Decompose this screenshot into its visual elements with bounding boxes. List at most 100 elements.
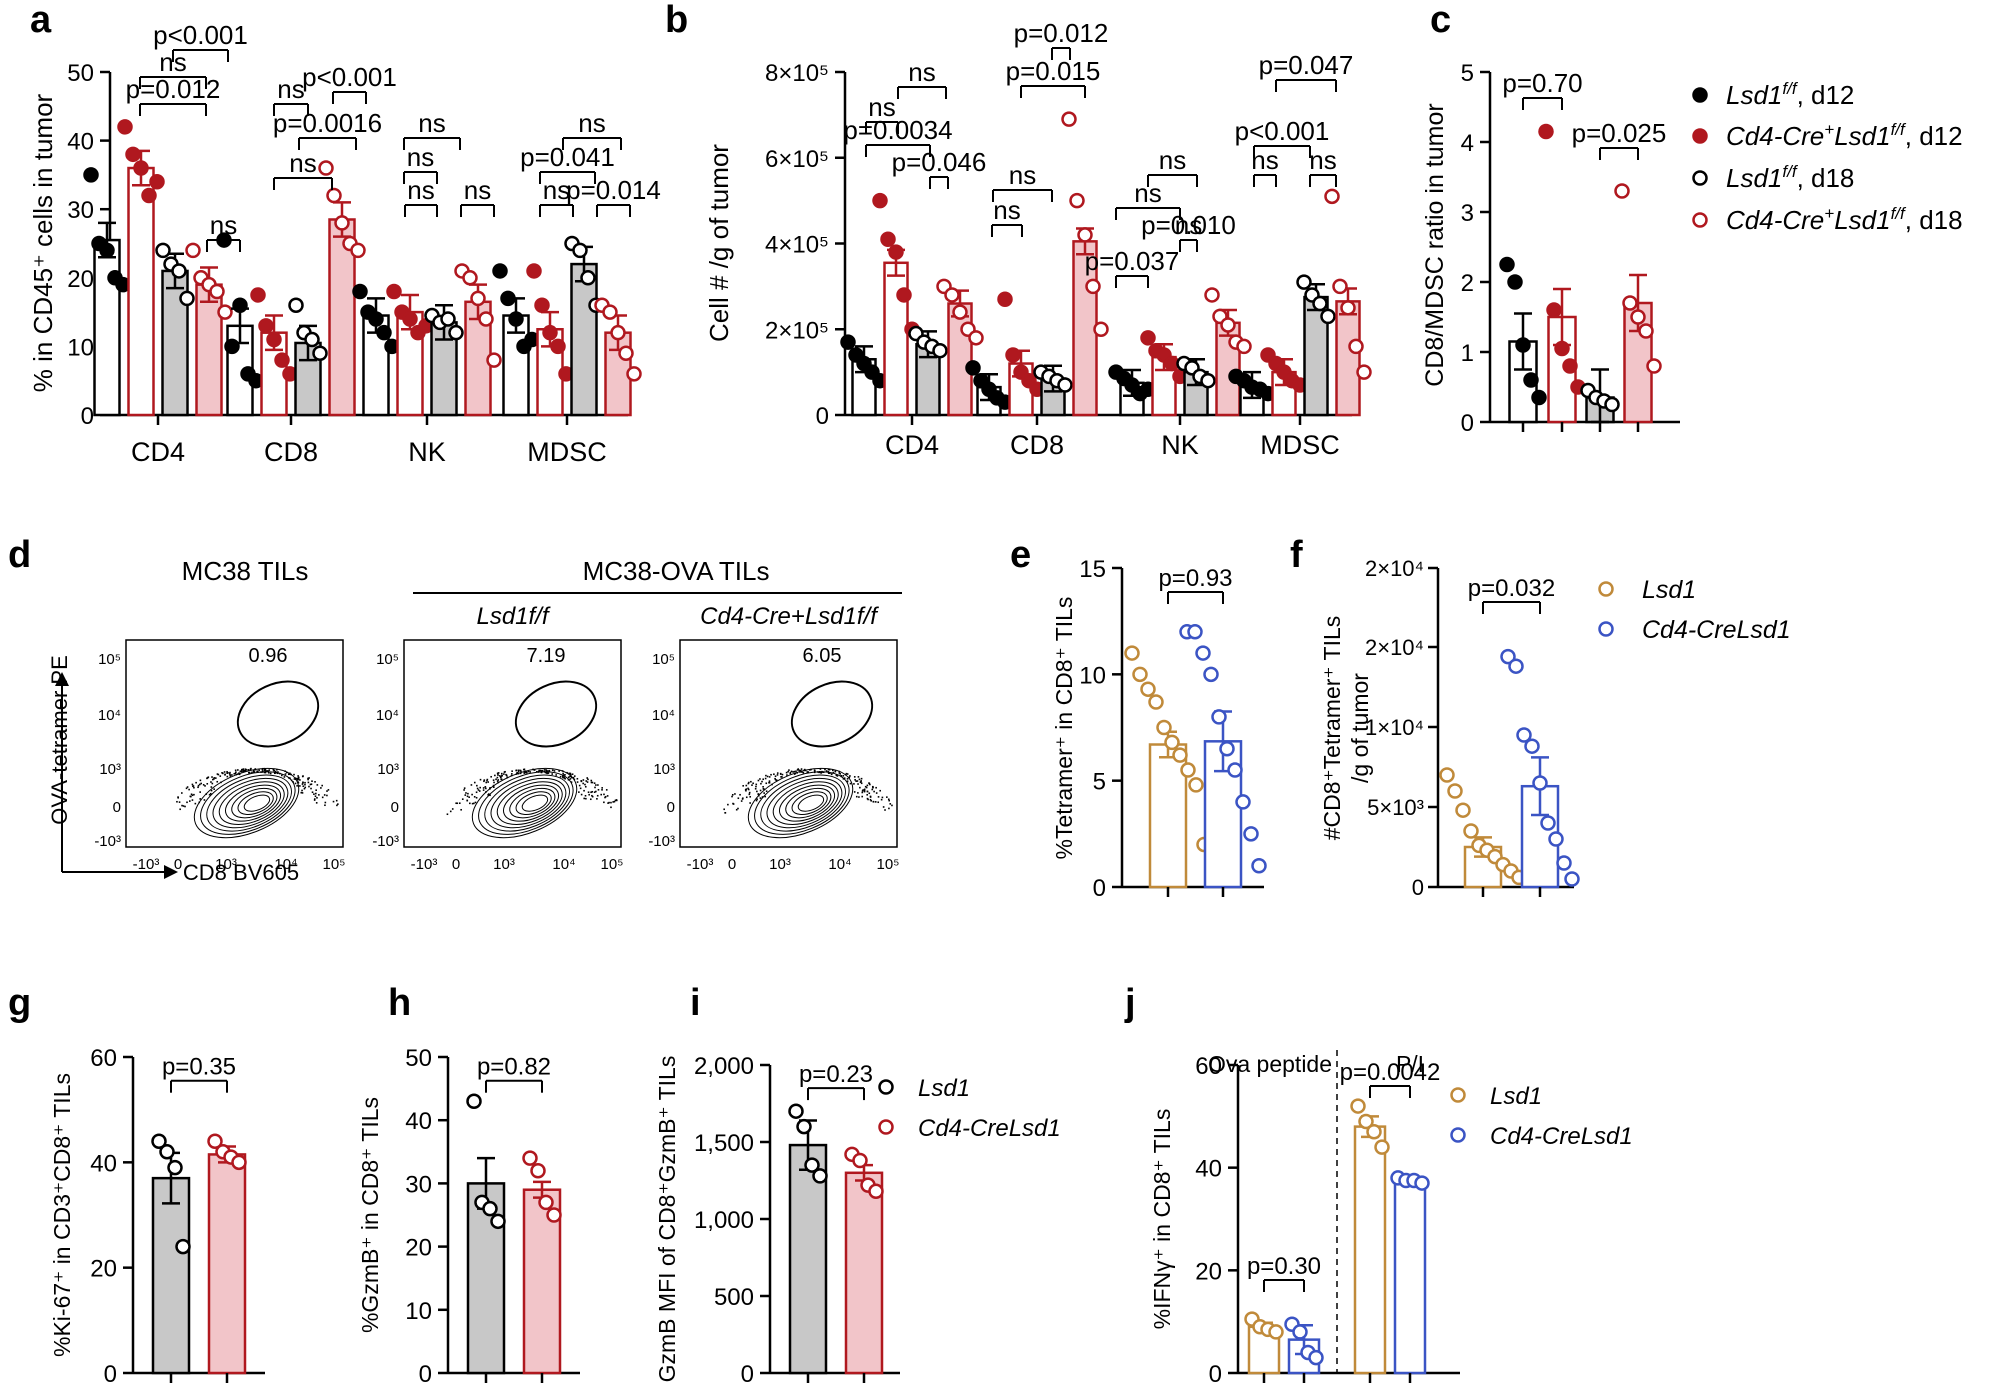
flow-event bbox=[571, 776, 573, 779]
panel-b-point bbox=[932, 342, 948, 359]
flow-event bbox=[204, 785, 206, 787]
flow-event bbox=[553, 770, 556, 772]
flow-event bbox=[860, 780, 862, 782]
p-value-label: ns bbox=[407, 175, 434, 205]
flow-event bbox=[881, 796, 884, 799]
p-value-label: p=0.015 bbox=[1006, 56, 1101, 86]
flow-event bbox=[181, 804, 183, 807]
flow-event bbox=[796, 769, 799, 771]
flow-event bbox=[529, 771, 531, 773]
flow-y-label: OVA-tetramer PE bbox=[47, 655, 72, 825]
flow-event bbox=[467, 792, 469, 795]
flow-event bbox=[237, 773, 239, 775]
flow-event bbox=[587, 791, 590, 794]
y-tick-label: 20 bbox=[1195, 1258, 1222, 1285]
flow-event bbox=[723, 808, 725, 811]
flow-event bbox=[186, 786, 189, 788]
flow-event bbox=[478, 790, 481, 792]
flow-event bbox=[875, 786, 877, 789]
panel-b-point bbox=[997, 291, 1013, 307]
flow-event bbox=[763, 792, 765, 794]
flow-event bbox=[198, 783, 201, 786]
flow-event bbox=[267, 771, 270, 774]
panel-e-point bbox=[1219, 741, 1235, 757]
panel-i-y-label: GzmB MFI of CD8⁺GzmB⁺ TILs bbox=[654, 1056, 680, 1383]
flow-event bbox=[564, 777, 566, 780]
panel-b-bar bbox=[1335, 300, 1361, 417]
p-value-label: ns bbox=[464, 175, 491, 205]
flow-plot-title: Cd4-Cre+Lsd1f/f bbox=[700, 603, 879, 630]
flow-event bbox=[612, 801, 614, 803]
flow-event bbox=[267, 770, 269, 772]
panel-j-bar bbox=[1393, 1179, 1427, 1375]
panel-a-point bbox=[99, 242, 115, 259]
flow-contour bbox=[509, 787, 556, 819]
flow-event bbox=[281, 774, 283, 777]
flow-event bbox=[288, 777, 290, 779]
panel-b-point bbox=[1340, 300, 1356, 316]
flow-event bbox=[451, 808, 454, 810]
panel-h-point bbox=[482, 1200, 498, 1217]
flow-event bbox=[793, 773, 796, 775]
flow-event bbox=[470, 784, 473, 786]
flow-event bbox=[569, 773, 572, 776]
flow-event bbox=[301, 775, 304, 778]
flow-event bbox=[866, 784, 869, 787]
panel-a-point bbox=[508, 311, 524, 327]
panel-a-bar bbox=[570, 262, 598, 417]
y-tick-label: 0 bbox=[1209, 1361, 1222, 1388]
panel-letter-b: b bbox=[665, 0, 688, 41]
flow-event bbox=[547, 772, 550, 774]
panel-c-y-label: CD8/MDSC ratio in tumor bbox=[1421, 103, 1449, 386]
p-value-label: p=0.032 bbox=[1468, 575, 1555, 602]
flow-event bbox=[737, 807, 739, 810]
flow-event bbox=[264, 768, 267, 771]
flow-x-tick-label: 0 bbox=[452, 856, 460, 873]
flow-event bbox=[866, 793, 869, 796]
panel-h-y-label: %GzmB⁺ in CD8⁺ TILs bbox=[357, 1097, 383, 1333]
p-value-label: ns bbox=[407, 142, 434, 172]
flow-y-tick-label: 10⁵ bbox=[98, 651, 121, 668]
flow-event bbox=[856, 780, 859, 782]
flow-event bbox=[774, 777, 776, 780]
flow-event bbox=[735, 808, 738, 811]
legend-marker bbox=[1692, 87, 1708, 103]
legend-label: Cd4-CreLsd1 bbox=[1642, 616, 1791, 644]
panel-a-point bbox=[470, 290, 486, 307]
panel-e-y-label: %Tetramer⁺ in CD8⁺ TILs bbox=[1051, 597, 1077, 860]
panel-b-bar bbox=[947, 302, 973, 417]
flow-event bbox=[193, 786, 195, 789]
panel-j-point bbox=[1268, 1324, 1284, 1340]
flow-event bbox=[233, 772, 236, 775]
flow-event bbox=[299, 785, 301, 787]
panel-b-point bbox=[1061, 111, 1077, 127]
flow-event bbox=[206, 777, 208, 780]
p-value-label: p=0.30 bbox=[1247, 1253, 1321, 1280]
flow-event bbox=[473, 802, 475, 805]
flow-event bbox=[572, 776, 575, 779]
flow-x-tick-label: 0 bbox=[174, 856, 182, 873]
flow-event bbox=[768, 781, 770, 784]
legend-marker bbox=[1692, 128, 1708, 144]
flow-gate bbox=[236, 680, 320, 748]
y-tick-label: 2,000 bbox=[694, 1053, 754, 1080]
flow-event bbox=[849, 782, 852, 785]
flow-event bbox=[242, 769, 245, 772]
flow-event bbox=[278, 772, 281, 775]
flow-event bbox=[579, 787, 582, 790]
panel-b-point bbox=[880, 231, 896, 247]
panel-b-point bbox=[952, 304, 968, 320]
flow-event bbox=[788, 769, 790, 771]
flow-event bbox=[590, 791, 592, 794]
flow-event bbox=[496, 780, 499, 782]
panel-letter-i: i bbox=[690, 982, 701, 1024]
flow-event bbox=[313, 799, 316, 801]
panel-c-point bbox=[1630, 309, 1646, 325]
flow-contour bbox=[225, 784, 282, 822]
flow-event bbox=[301, 783, 304, 785]
flow-event bbox=[540, 771, 543, 774]
y-tick-label: 4×10⁵ bbox=[765, 232, 829, 259]
flow-event bbox=[857, 792, 859, 794]
flow-event bbox=[555, 774, 557, 776]
panel-c-point bbox=[1507, 274, 1523, 290]
